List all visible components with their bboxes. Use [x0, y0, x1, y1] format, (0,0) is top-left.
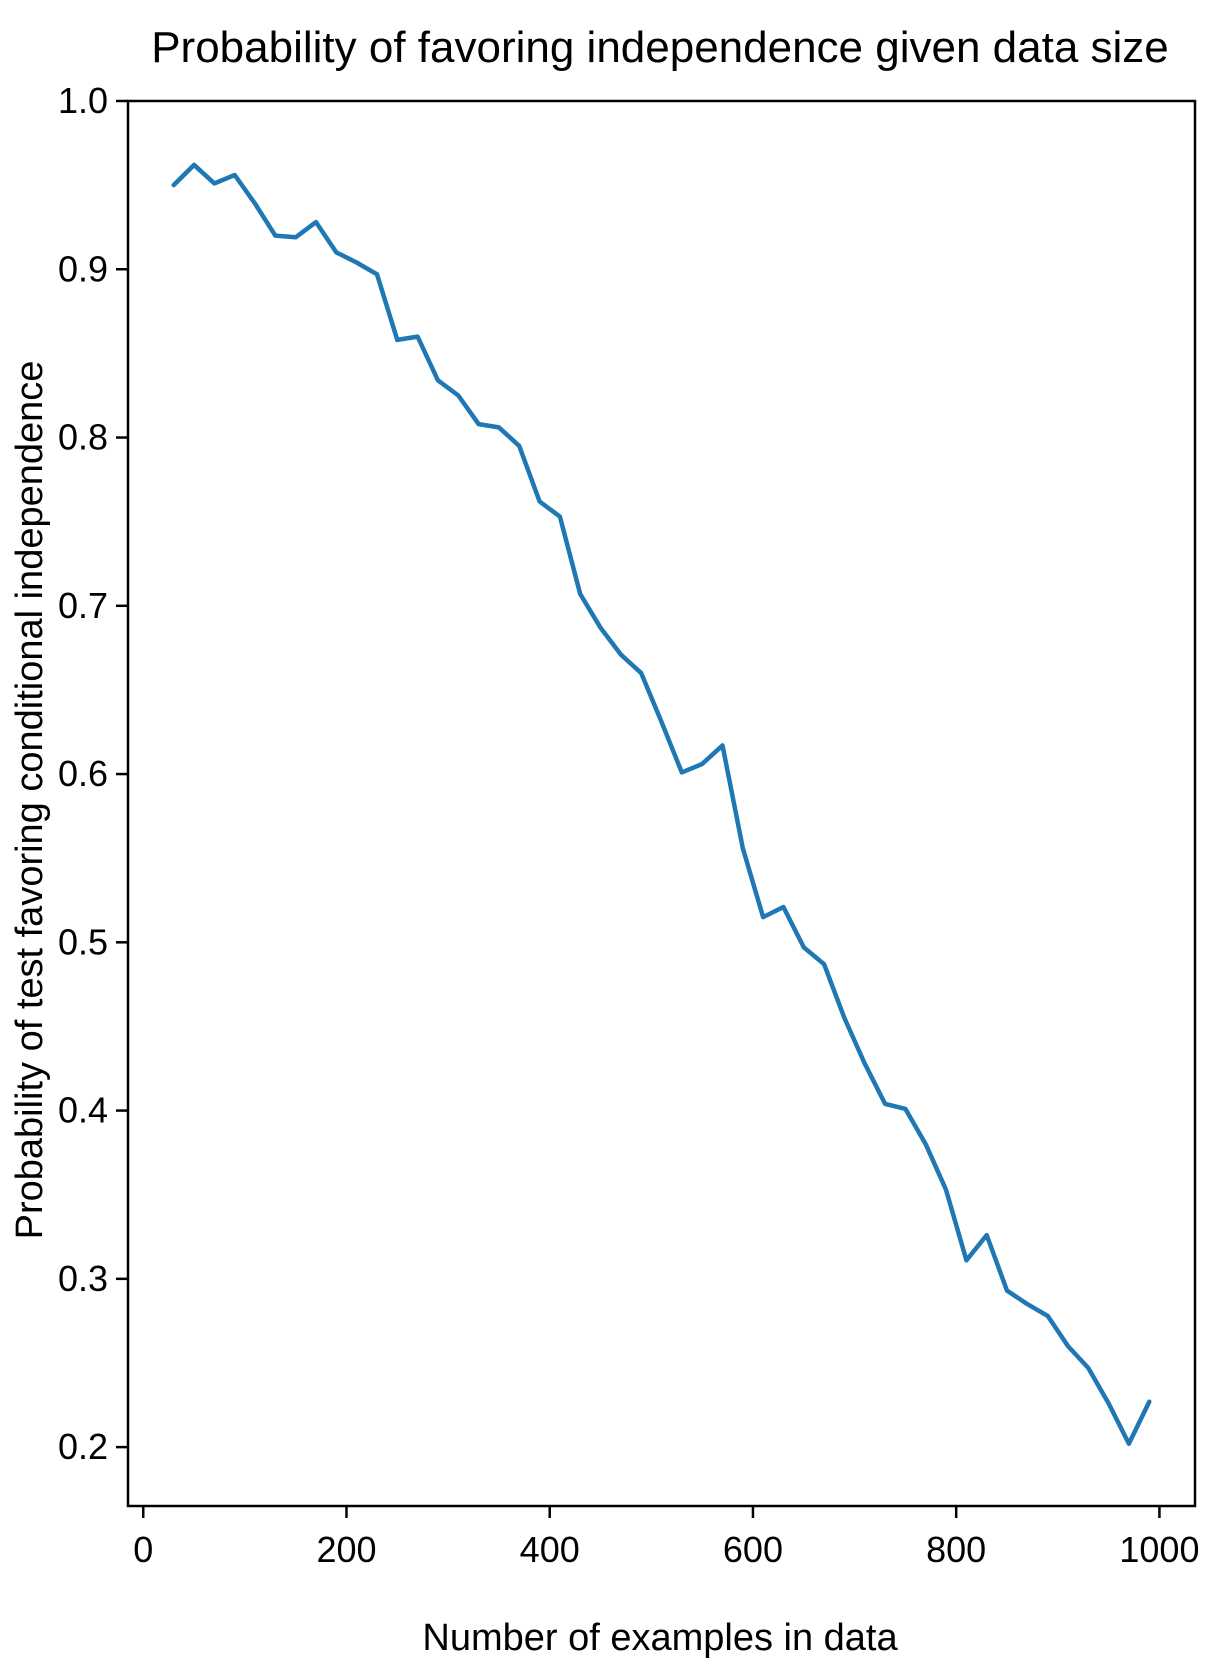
y-axis-label: Probability of test favoring conditional…	[9, 361, 51, 1240]
y-tick-label: 0.2	[58, 1426, 108, 1467]
plot-frame	[126, 99, 1197, 1508]
x-tick-label: 800	[926, 1529, 986, 1570]
y-tick-label: 0.5	[58, 921, 108, 962]
x-tick-label: 1000	[1119, 1529, 1199, 1570]
x-axis-label: Number of examples in data	[422, 1617, 898, 1659]
y-tick-label: 0.6	[58, 753, 108, 794]
y-tick-label: 0.9	[58, 248, 108, 289]
series-line	[171, 162, 1152, 1446]
plot-area: 0 200 400 600 800 1000 0.20.30.40.50.60.70.80…	[58, 80, 1200, 1570]
y-tick-label: 0.8	[58, 417, 108, 458]
x-tick-label: 200	[316, 1529, 376, 1570]
x-axis: 0 200 400 600 800 1000	[133, 1506, 1199, 1570]
x-tick-label: 0	[133, 1529, 153, 1570]
y-tick-label: 0.7	[58, 585, 108, 626]
y-tick-label: 0.4	[58, 1090, 108, 1131]
x-tick-label: 400	[520, 1529, 580, 1570]
y-tick-label: 0.3	[58, 1258, 108, 1299]
chart-title: Probability of favoring independence giv…	[151, 23, 1169, 72]
y-tick-label: 1.0	[58, 80, 108, 121]
x-tick-label: 600	[723, 1529, 783, 1570]
y-axis: 0.2 0.3 0.4 0.5 0.6 0.7 0.8 0.9 1.0	[58, 80, 128, 1467]
